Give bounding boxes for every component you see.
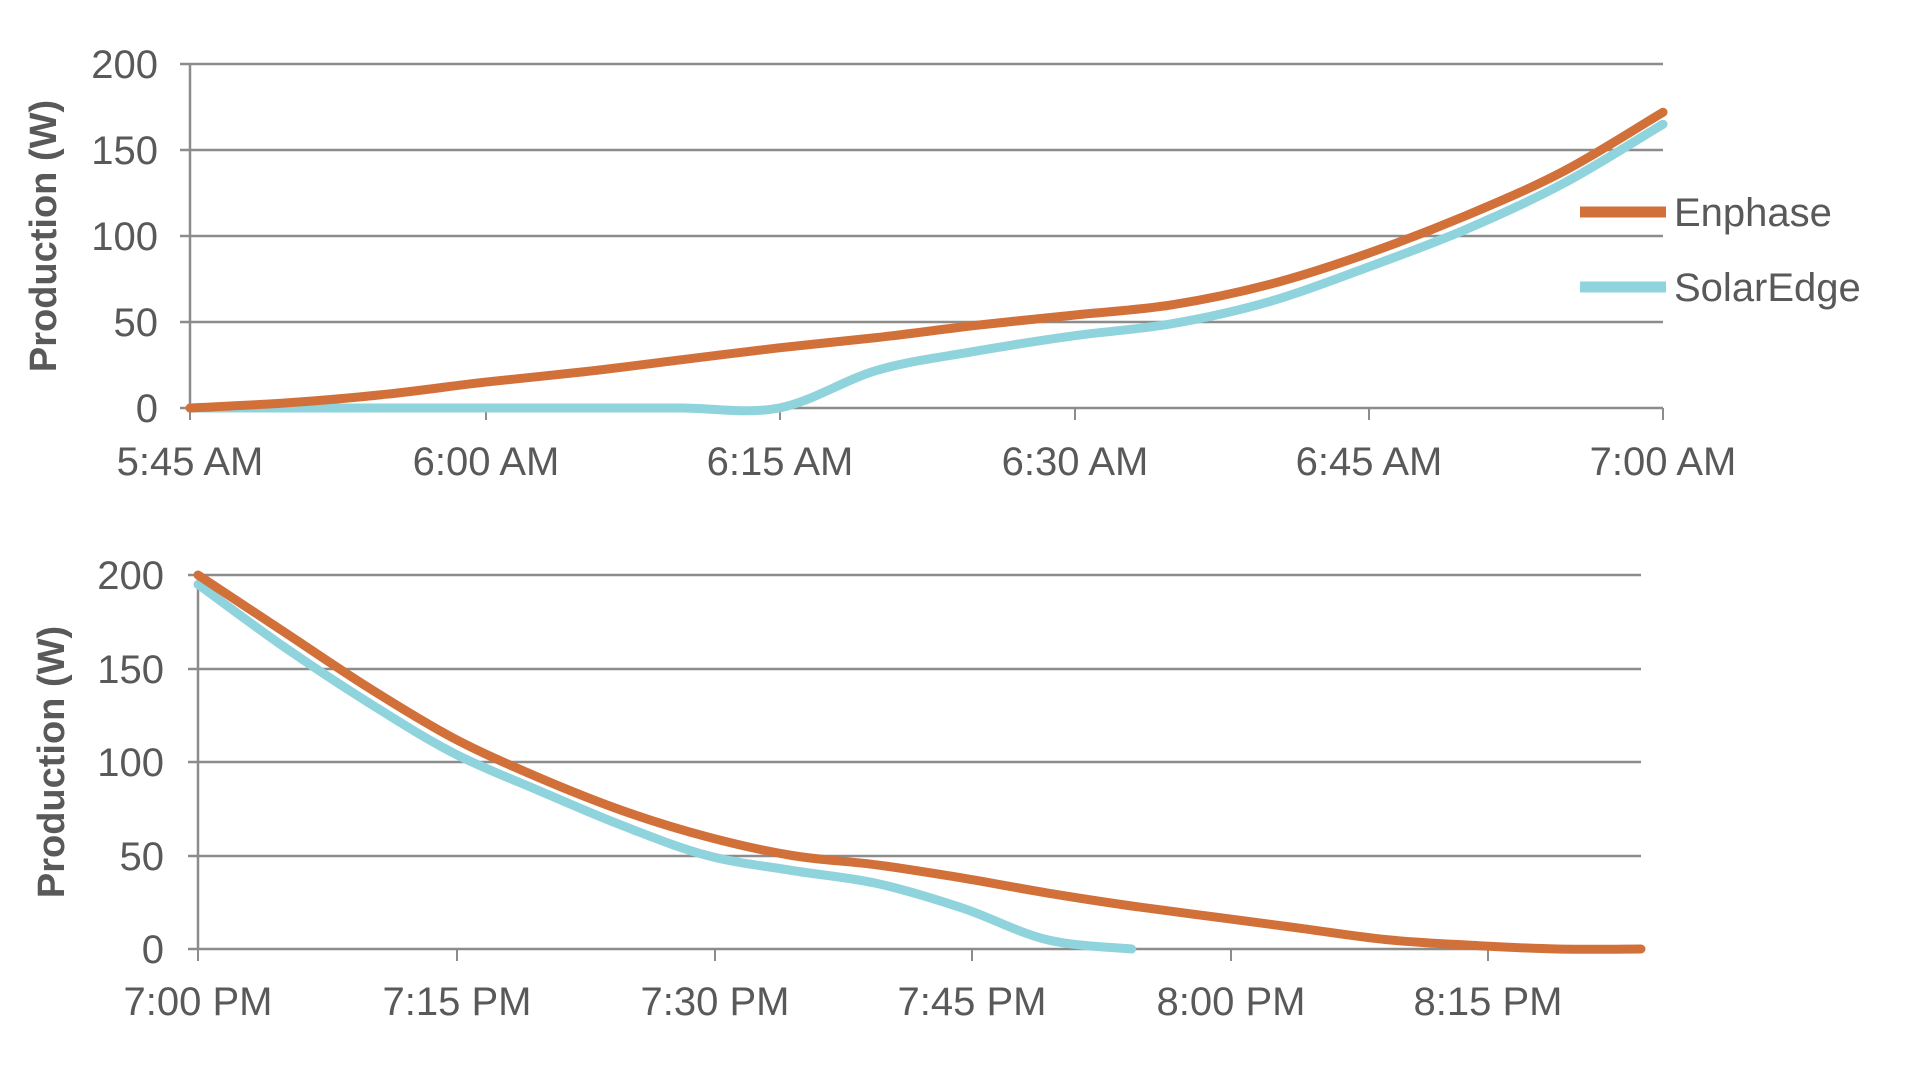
morning-y-tick-labels: 0 50 100 150 200 xyxy=(91,43,158,431)
x-tick-label: 6:30 AM xyxy=(1002,440,1149,484)
morning-gridlines xyxy=(180,62,1663,324)
y-tick-0: 0 xyxy=(142,928,164,972)
evening-gridlines xyxy=(188,573,1641,858)
y-tick-100: 100 xyxy=(91,215,158,259)
legend-enphase-label: Enphase xyxy=(1674,191,1832,235)
x-tick-label: 6:00 AM xyxy=(413,440,560,484)
y-tick-0: 0 xyxy=(136,387,158,431)
morning-enphase-line xyxy=(185,107,1668,413)
evening-y-axis-title: Production (W) xyxy=(31,626,73,898)
x-tick-label: 6:15 AM xyxy=(707,440,854,484)
legend: Enphase SolarEdge xyxy=(1580,191,1861,310)
evening-solaredge-line xyxy=(193,579,1137,954)
evening-y-tick-labels: 0 50 100 150 200 xyxy=(97,554,164,972)
x-tick-label: 7:00 PM xyxy=(124,980,273,1024)
x-tick-label: 6:45 AM xyxy=(1296,440,1443,484)
x-tick-label: 7:30 PM xyxy=(641,980,790,1024)
x-tick-label: 8:00 PM xyxy=(1157,980,1306,1024)
x-tick-label: 8:15 PM xyxy=(1414,980,1563,1024)
evening-enphase-line xyxy=(193,570,1646,954)
evening-x-tick-labels: 7:00 PM 7:15 PM 7:30 PM 7:45 PM 8:00 PM … xyxy=(124,980,1563,1024)
morning-chart: 0 50 100 150 200 5:45 AM 6:00 AM 6:15 AM… xyxy=(23,43,1736,484)
y-tick-50: 50 xyxy=(120,835,165,879)
morning-y-axis-title: Production (W) xyxy=(23,100,65,372)
y-tick-100: 100 xyxy=(97,741,164,785)
y-tick-50: 50 xyxy=(114,301,159,345)
x-tick-label: 7:15 PM xyxy=(383,980,532,1024)
y-tick-150: 150 xyxy=(91,129,158,173)
evening-chart: 0 50 100 150 200 7:00 PM 7:15 PM 7:30 PM… xyxy=(31,554,1646,1024)
y-tick-200: 200 xyxy=(97,554,164,598)
x-tick-label: 5:45 AM xyxy=(117,440,264,484)
evening-x-ticks xyxy=(197,949,1489,961)
legend-solaredge-label: SolarEdge xyxy=(1674,266,1861,310)
x-tick-label: 7:45 PM xyxy=(898,980,1047,1024)
morning-solaredge-line xyxy=(185,119,1668,416)
y-tick-200: 200 xyxy=(91,43,158,87)
morning-x-tick-labels: 5:45 AM 6:00 AM 6:15 AM 6:30 AM 6:45 AM … xyxy=(117,440,1737,484)
x-tick-label: 7:00 AM xyxy=(1590,440,1737,484)
y-tick-150: 150 xyxy=(97,648,164,692)
